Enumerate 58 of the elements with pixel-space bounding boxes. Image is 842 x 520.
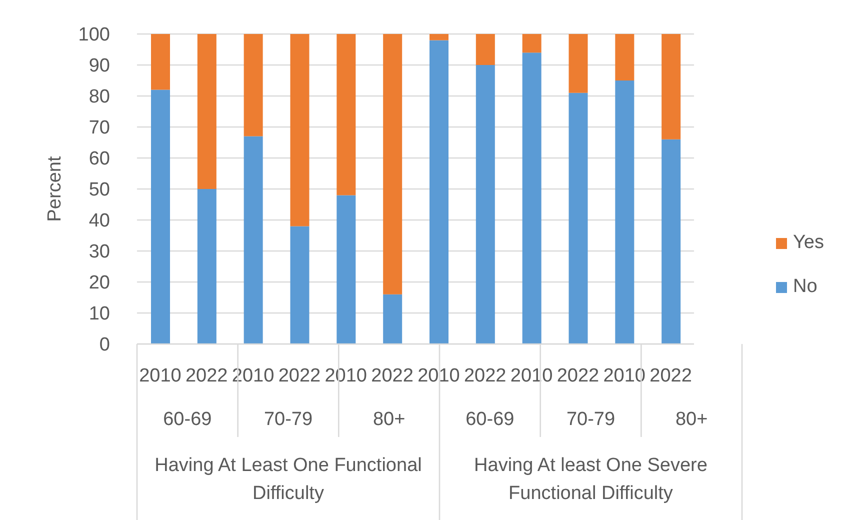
bar [290,226,310,344]
bar [522,52,542,344]
bar [151,90,170,344]
bar [336,34,356,196]
y-tick-label: 20 [88,272,110,294]
bar [290,34,310,226]
y-tick-label: 70 [88,118,110,139]
y-tick-label: 50 [88,180,110,201]
text: 60-69 [162,408,213,432]
bar [383,294,402,344]
bar [244,34,263,136]
legend-label: Yes [793,232,824,254]
y-tick-label: 90 [88,56,110,77]
bar [336,195,356,344]
text: 80+ [372,408,406,432]
bar [476,65,495,344]
y-tick-label: 80 [88,86,110,108]
x-tick-label: 2010 [324,365,368,386]
legend-label: No [793,276,818,298]
bar [430,34,448,40]
bar [615,80,634,344]
text: 70-79 [565,408,616,432]
y-axis-title: Percent [44,156,66,222]
text: Having At Least One Functional Difficulty [154,454,423,506]
bar [476,34,495,65]
x-tick-label: 2022 [464,365,506,386]
bar [383,34,402,294]
bar [430,40,448,344]
x-tick-label: 2010 [418,365,460,386]
text: 80+ [674,408,709,432]
x-tick-label: 2022 [371,365,414,386]
bar [662,34,681,140]
x-tick-label: 2022 [278,365,321,386]
bar [522,34,542,53]
bar [151,34,170,90]
y-tick-label: 30 [88,242,110,263]
y-tick-label: 10 [88,304,110,325]
x-tick-label: 2022 [650,365,692,386]
bar [244,136,263,344]
x-tick-label: 2022 [185,365,228,386]
text: Having At least One Severe Functional Difficulty [473,454,708,506]
text: 60-69 [464,408,516,432]
y-tick-label: 40 [88,210,110,232]
bar [568,92,588,344]
bar [615,34,634,80]
x-tick-label: 2010 [232,365,274,386]
x-tick-label: 2022 [556,365,600,386]
y-tick-label: 0 [99,334,110,356]
y-tick-label: 60 [88,148,110,170]
x-tick-label: 2010 [603,365,646,386]
x-tick-label: 2010 [139,365,182,386]
bar [568,34,588,93]
x-tick-label: 2010 [510,365,553,386]
bar [197,34,216,189]
bar [662,139,681,344]
y-tick-label: 100 [78,24,110,46]
bar [197,189,216,344]
text: 70-79 [262,408,314,432]
